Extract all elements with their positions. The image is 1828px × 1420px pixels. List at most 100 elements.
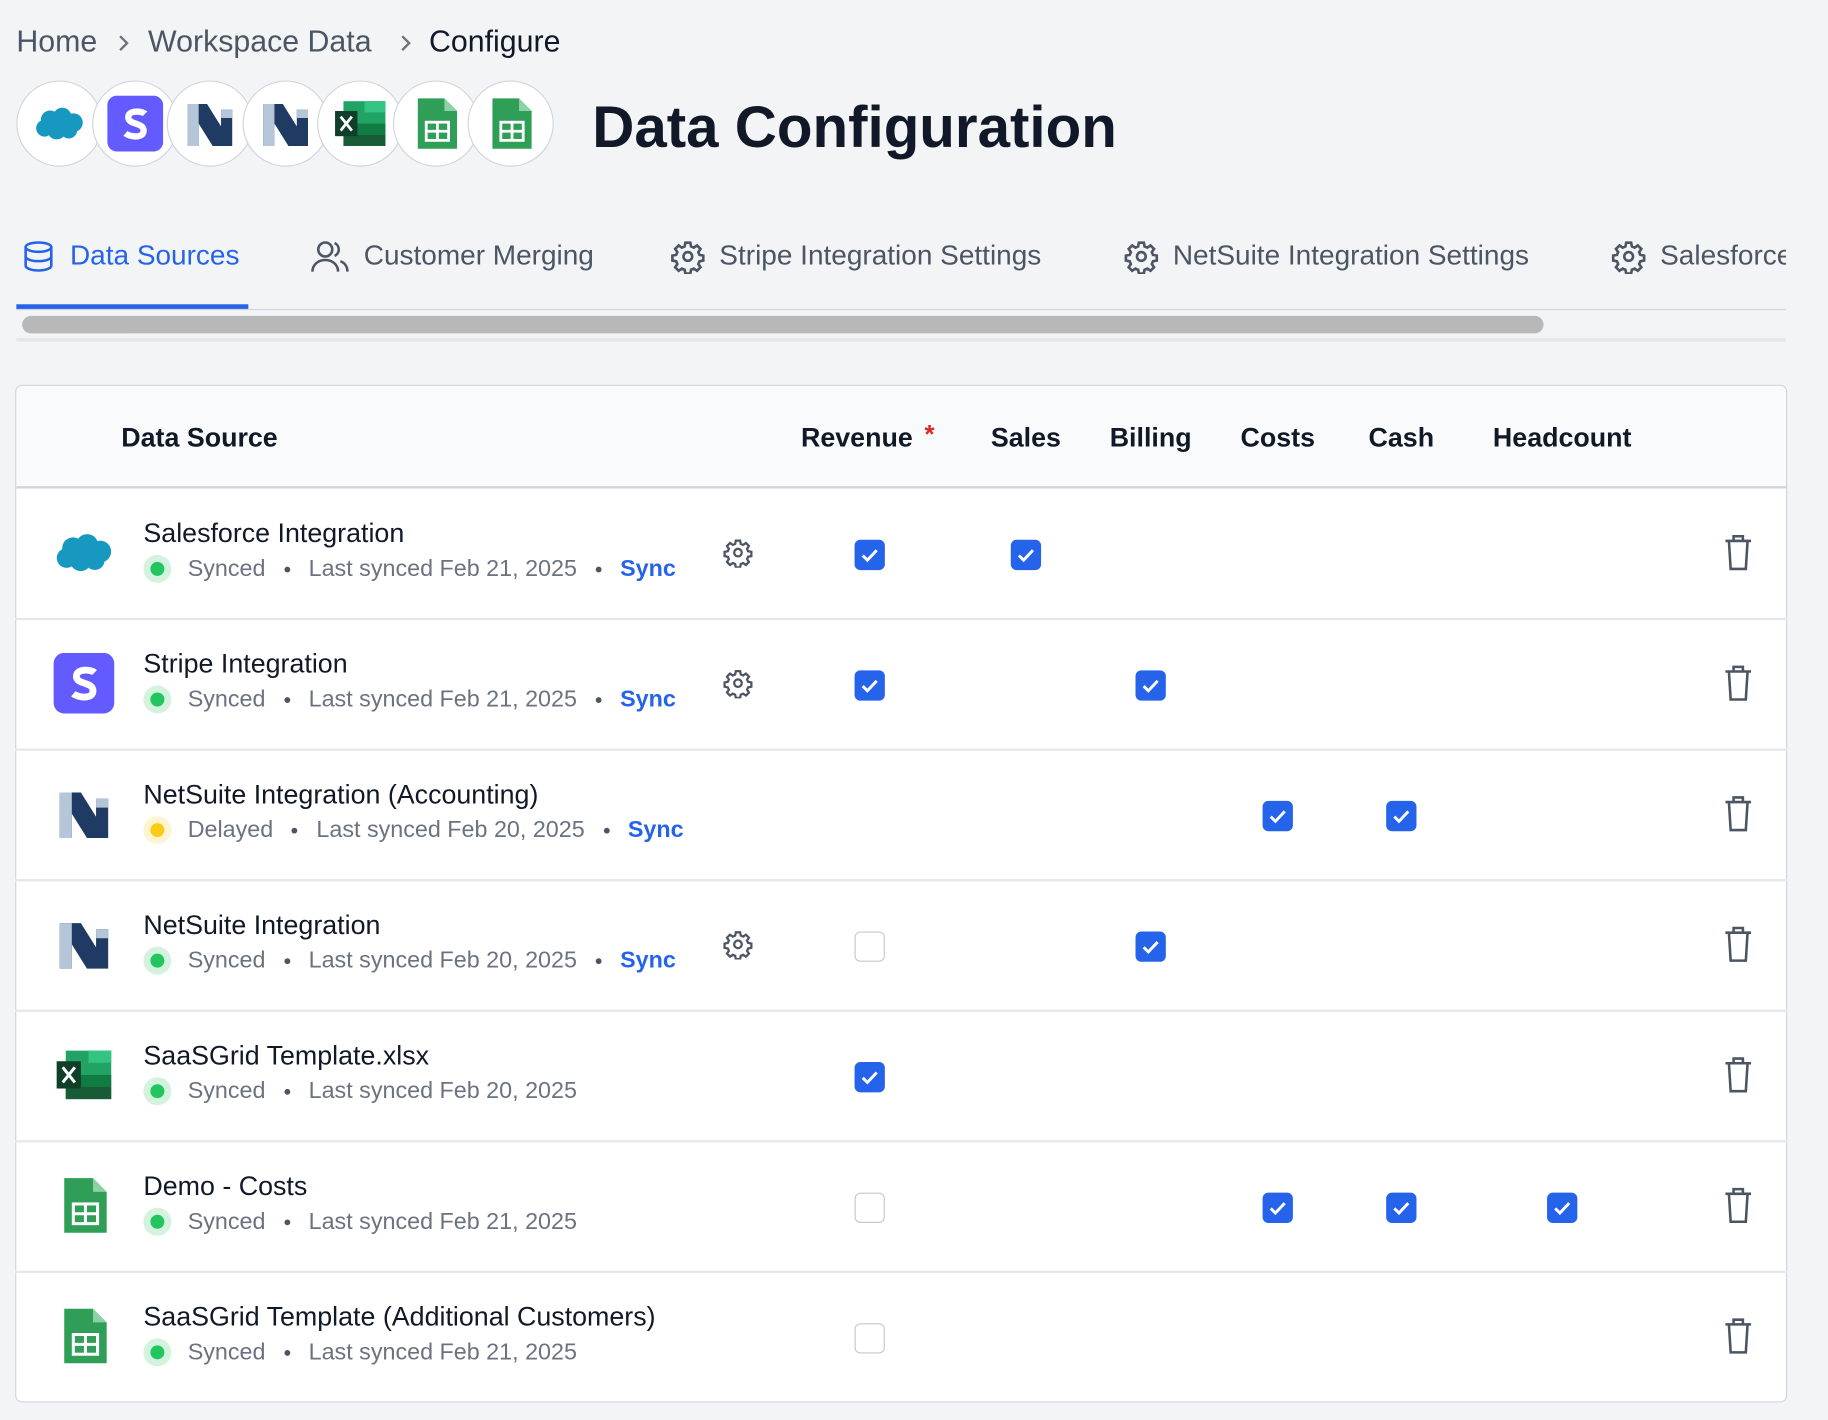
delete-button[interactable] [1723, 926, 1753, 963]
source-name: Demo - Costs [143, 1170, 307, 1201]
source-icon [51, 1175, 116, 1236]
status-indicator [143, 816, 171, 844]
settings-button[interactable] [723, 929, 753, 959]
row-divider [15, 748, 1787, 750]
sync-link[interactable]: Sync [620, 686, 676, 713]
checkbox[interactable] [855, 1323, 885, 1353]
delete-button[interactable] [1723, 1187, 1753, 1224]
source-logo [167, 80, 253, 166]
status: Synced [188, 1208, 266, 1235]
tab-label: Customer Merging [364, 240, 594, 273]
page-title: Data Configuration [592, 93, 1117, 161]
tab-divider [16, 309, 1786, 310]
column-header: Cash [1369, 422, 1435, 453]
breadcrumb-current: Configure [429, 23, 560, 59]
delete-button[interactable] [1723, 534, 1753, 571]
source-name: Salesforce Integration [143, 518, 404, 549]
source-icon [51, 1306, 116, 1367]
scrollbar[interactable] [22, 316, 1543, 333]
sync-link[interactable]: Sync [628, 817, 684, 844]
source-meta: Synced Last synced Feb 21, 2025 Sync [143, 686, 675, 714]
status-indicator [143, 555, 171, 583]
source-logo [92, 80, 178, 166]
last-synced: Last synced Feb 20, 2025 [316, 817, 584, 844]
checkbox[interactable] [1263, 801, 1293, 831]
checkbox[interactable] [1136, 670, 1166, 700]
source-name: NetSuite Integration (Accounting) [143, 779, 538, 810]
source-icon [51, 522, 116, 583]
checkbox[interactable] [1136, 931, 1166, 961]
delete-button[interactable] [1723, 1056, 1753, 1093]
status: Synced [188, 556, 266, 583]
last-synced: Last synced Feb 20, 2025 [309, 1078, 577, 1105]
status: Synced [188, 947, 266, 974]
tab-label: Salesforce [1660, 240, 1786, 273]
users-icon [310, 239, 350, 274]
source-logo [16, 80, 102, 166]
gear-icon [670, 239, 705, 274]
last-synced: Last synced Feb 21, 2025 [309, 1339, 577, 1366]
tab[interactable]: Data Sources [21, 239, 239, 274]
settings-button[interactable] [723, 668, 753, 698]
tab-label: Stripe Integration Settings [719, 240, 1041, 273]
chevron [117, 33, 131, 54]
breadcrumb-link[interactable]: Workspace Data [148, 23, 372, 59]
source-meta: SyncedLast synced Feb 21, 2025Sync [143, 555, 675, 583]
source-logo [317, 80, 403, 166]
sync-link[interactable]: Sync [620, 947, 676, 974]
source-logo [392, 80, 478, 166]
row-divider [15, 879, 1787, 881]
checkbox[interactable] [855, 1193, 885, 1223]
status-indicator [143, 1208, 171, 1236]
row-divider [15, 1010, 1787, 1012]
tab[interactable]: NetSuite Integration Settings [1124, 239, 1529, 274]
status: Synced [188, 1339, 266, 1366]
tab[interactable]: Stripe Integration Settings [670, 239, 1041, 274]
checkbox[interactable] [855, 1062, 885, 1092]
status-indicator [143, 686, 171, 714]
source-icon [51, 914, 116, 975]
delete-button[interactable] [1723, 1317, 1753, 1354]
tab-label: NetSuite Integration Settings [1173, 240, 1529, 273]
status: Synced [188, 686, 266, 713]
last-synced: Last synced Feb 21, 2025 [309, 1208, 577, 1235]
row-divider [15, 1271, 1787, 1273]
checkbox[interactable] [1386, 801, 1416, 831]
checkbox[interactable] [1386, 1193, 1416, 1223]
row-divider [15, 1140, 1787, 1142]
column-header: Headcount [1493, 422, 1632, 453]
source-name: SaaSGrid Template.xlsx [143, 1040, 429, 1071]
database-icon [21, 239, 56, 274]
last-synced: Last synced Feb 20, 2025 [309, 947, 577, 974]
source-meta: Synced Last synced Feb 21, 2025 [143, 1208, 577, 1236]
gear-icon [1124, 239, 1159, 274]
source-logo [242, 80, 328, 166]
last-synced: Last synced Feb 21, 2025 [309, 686, 577, 713]
status: Synced [188, 1078, 266, 1105]
tab[interactable]: Salesforce [1611, 239, 1786, 274]
status-indicator [143, 947, 171, 975]
settings-button[interactable] [723, 537, 753, 567]
delete-button[interactable] [1723, 795, 1753, 832]
column-header: Revenue [801, 422, 913, 453]
sync-link[interactable]: Sync [620, 556, 676, 583]
source-icon [51, 653, 116, 714]
column-header: Data Source [121, 422, 277, 453]
tab[interactable]: Customer Merging [310, 239, 594, 274]
column-header: Billing [1110, 422, 1192, 453]
breadcrumb-link[interactable]: Home [16, 23, 97, 59]
delete-button[interactable] [1723, 665, 1753, 702]
checkbox[interactable] [855, 670, 885, 700]
checkbox[interactable] [1547, 1193, 1577, 1223]
checkbox[interactable] [855, 931, 885, 961]
source-icon [51, 783, 116, 844]
source-name: SaaSGrid Template (Additional Customers) [143, 1301, 655, 1332]
source-logo [467, 80, 553, 166]
source-name: Stripe Integration [143, 648, 347, 679]
checkbox[interactable] [1011, 540, 1041, 570]
checkbox[interactable] [1263, 1193, 1293, 1223]
source-meta: Synced Last synced Feb 20, 2025 Sync [143, 947, 675, 975]
checkbox[interactable] [855, 540, 885, 570]
source-meta: Synced Last synced Feb 20, 2025 [143, 1077, 577, 1105]
